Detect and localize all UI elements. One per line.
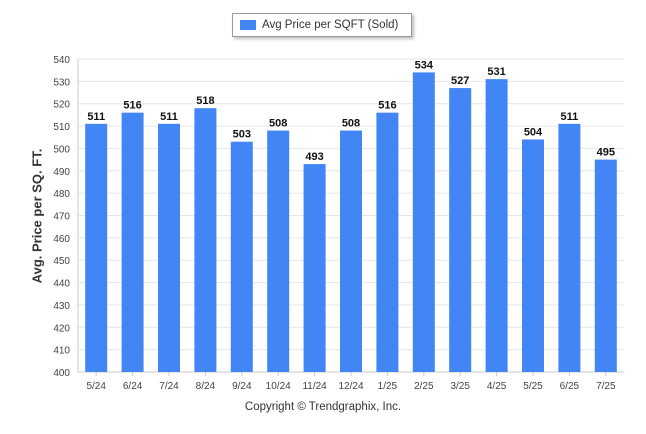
x-tick-label: 12/24	[338, 381, 363, 392]
data-label: 508	[269, 118, 287, 130]
x-tick-label: 6/24	[123, 381, 143, 392]
y-tick-label: 490	[53, 167, 70, 178]
data-label: 534	[415, 59, 434, 71]
x-tick-label: 5/24	[86, 381, 106, 392]
y-tick-label: 470	[53, 212, 70, 223]
y-tick-label: 420	[53, 323, 70, 334]
y-tick-label: 450	[53, 256, 70, 267]
data-label: 527	[451, 75, 469, 87]
bar	[121, 112, 144, 373]
data-label: 504	[524, 126, 543, 138]
y-tick-label: 460	[53, 234, 70, 245]
bar	[594, 159, 617, 372]
y-tick-label: 480	[53, 189, 70, 200]
bar	[194, 108, 217, 372]
bar	[267, 130, 290, 372]
y-tick-label: 540	[53, 55, 70, 66]
data-label: 508	[342, 118, 360, 130]
chart-legend: Avg Price per SQFT (Sold)	[232, 13, 412, 37]
data-label: 518	[196, 95, 214, 107]
bar	[558, 123, 581, 372]
x-tick-label: 3/25	[450, 381, 470, 392]
x-tick-label: 7/25	[596, 381, 616, 392]
y-tick-label: 430	[53, 301, 70, 312]
x-tick-label: 2/25	[414, 381, 434, 392]
bar	[340, 130, 362, 372]
y-tick-label: 510	[53, 122, 70, 133]
data-label: 495	[597, 147, 615, 159]
bar	[485, 79, 508, 372]
bar	[449, 88, 472, 373]
x-tick-label: 11/24	[302, 381, 327, 392]
y-tick-label: 520	[53, 100, 70, 111]
x-tick-label: 5/25	[523, 381, 543, 392]
x-tick-label: 9/24	[232, 381, 252, 392]
data-label: 531	[487, 66, 505, 78]
data-label: 516	[123, 100, 141, 112]
x-tick-label: 7/24	[159, 381, 179, 392]
x-tick-label: 1/25	[378, 381, 398, 392]
data-label: 516	[378, 100, 396, 112]
y-tick-label: 410	[53, 346, 70, 357]
x-tick-label: 4/25	[487, 381, 507, 392]
y-tick-label: 500	[53, 144, 70, 155]
data-label: 503	[233, 129, 251, 141]
copyright-footer: Copyright © Trendgraphix, Inc.	[244, 401, 402, 413]
bar	[158, 123, 180, 372]
y-tick-label: 400	[53, 368, 70, 379]
y-tick-label: 440	[53, 279, 70, 290]
data-label: 493	[305, 151, 323, 163]
y-tick-label: 530	[53, 77, 70, 88]
x-tick-label: 6/25	[560, 381, 580, 392]
bar	[376, 112, 399, 373]
bar	[522, 139, 544, 372]
data-label: 511	[561, 111, 579, 123]
x-tick-label: 8/24	[196, 381, 216, 392]
legend-label: Avg Price per SQFT (Sold)	[262, 19, 399, 31]
bar	[303, 164, 326, 372]
data-label: 511	[87, 111, 105, 123]
data-label: 511	[160, 111, 178, 123]
bar	[412, 72, 435, 373]
bar	[85, 123, 108, 372]
x-tick-label: 10/24	[266, 381, 291, 392]
bar	[230, 141, 253, 372]
legend-swatch	[240, 20, 256, 30]
